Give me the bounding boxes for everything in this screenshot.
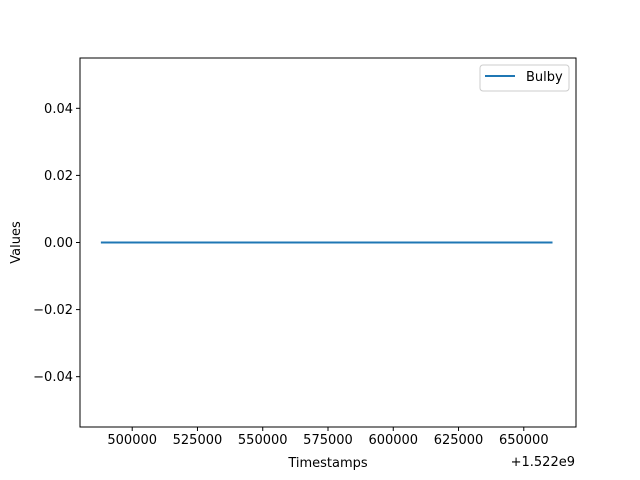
x-tick-label: 500000 bbox=[107, 433, 157, 448]
y-axis-label: Values bbox=[9, 221, 24, 264]
y-tick-label: 0.04 bbox=[44, 102, 73, 117]
x-axis-label: Timestamps bbox=[287, 456, 368, 471]
x-tick-label: 625000 bbox=[434, 433, 484, 448]
y-tick-label: 0.02 bbox=[44, 169, 73, 184]
x-axis-ticks: 500000 525000 550000 575000 600000 625000 6500… bbox=[107, 427, 549, 448]
x-tick-label: 600000 bbox=[368, 433, 418, 448]
x-tick-label: 575000 bbox=[303, 433, 353, 448]
x-tick-label: 550000 bbox=[238, 433, 288, 448]
legend-box bbox=[479, 64, 570, 92]
y-tick-label: −0.02 bbox=[33, 303, 73, 318]
y-tick-label: −0.04 bbox=[33, 370, 73, 385]
y-axis-ticks: −0.04 −0.02 0.00 0.02 0.04 bbox=[33, 102, 80, 385]
x-tick-label: 525000 bbox=[173, 433, 223, 448]
x-tick-label: 650000 bbox=[499, 433, 549, 448]
legend-label-bulby: Bulby bbox=[526, 70, 563, 85]
x-axis-offset-label: +1.522e9 bbox=[511, 455, 575, 470]
y-tick-label: 0.00 bbox=[44, 236, 73, 251]
legend: Bulby bbox=[479, 64, 570, 92]
